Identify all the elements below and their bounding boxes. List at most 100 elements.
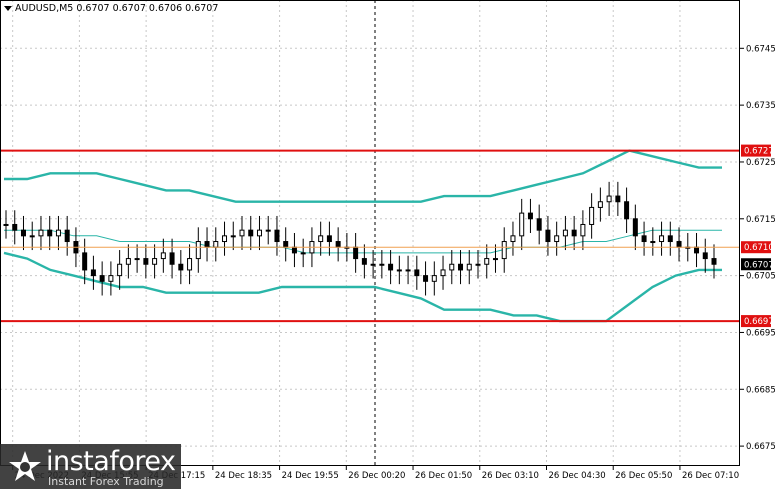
candle-body	[125, 258, 131, 265]
candle-body	[274, 229, 280, 243]
candle-body	[624, 201, 630, 220]
candle-body	[519, 212, 525, 237]
candle-body	[256, 229, 262, 237]
candle-body	[615, 195, 621, 203]
candle-body	[702, 252, 708, 260]
candle-body	[99, 275, 105, 282]
candle-body	[458, 263, 464, 271]
last-price-tag	[741, 258, 771, 271]
x-tick-label: 26 Dec 03:10	[482, 471, 539, 481]
candle-body	[711, 258, 717, 265]
candles	[3, 181, 717, 296]
candle-body	[571, 229, 577, 237]
y-tick-label: 0.6715	[746, 215, 776, 225]
grid	[0, 0, 740, 466]
y-tick-label: 0.6675	[746, 442, 776, 452]
candle-body	[650, 241, 656, 244]
candle-body	[606, 195, 612, 203]
candle-body	[589, 206, 595, 225]
brand-logo-icon	[9, 451, 41, 481]
candle-body	[248, 229, 254, 237]
candle-body	[562, 229, 568, 237]
y-tick-label: 0.6725	[746, 158, 776, 168]
candle-body	[659, 235, 665, 243]
candle-body	[335, 241, 341, 248]
horizontal-levels: 0.6727 0.6697 0.6710 0.6707	[0, 144, 774, 328]
candle-body	[3, 223, 9, 226]
candle-body	[501, 241, 507, 260]
candle-body	[431, 275, 437, 282]
candle-body	[326, 235, 332, 243]
candle-body	[449, 263, 455, 271]
candle-body	[291, 246, 297, 254]
reference-tag	[741, 241, 771, 254]
candle-body	[580, 223, 586, 237]
candle-body	[414, 269, 420, 277]
candle-body	[12, 223, 18, 231]
candle-body	[222, 235, 228, 243]
candle-body	[423, 275, 429, 282]
candle-body	[213, 241, 219, 248]
candle-body	[230, 235, 236, 238]
candle-body	[676, 241, 682, 248]
candle-body	[475, 263, 481, 266]
candle-body	[169, 252, 175, 265]
candle-body	[108, 275, 114, 282]
candle-body	[55, 229, 61, 237]
brand-name: instaforex	[46, 446, 176, 477]
candle-body	[300, 252, 306, 255]
candle-body	[82, 252, 88, 271]
candle-body	[484, 258, 490, 265]
y-tick-label: 0.6695	[746, 328, 776, 338]
x-tick-label: 24 Dec 18:35	[215, 471, 272, 481]
candle-body	[29, 235, 35, 238]
level-tag	[741, 144, 771, 157]
candle-body	[396, 269, 402, 272]
candle-body	[318, 235, 324, 243]
candle-body	[597, 201, 603, 208]
x-tick-label: 26 Dec 07:10	[682, 471, 739, 481]
x-tick-label: 26 Dec 04:30	[548, 471, 605, 481]
y-tick-label: 0.6735	[746, 101, 776, 111]
collapse-triangle-icon[interactable]	[4, 6, 12, 11]
candle-body	[554, 235, 560, 243]
candle-body	[90, 269, 96, 277]
candle-body	[694, 246, 700, 254]
last-price-tag-label: 0.6707	[744, 260, 774, 270]
candle-body	[265, 229, 271, 232]
candle-body	[492, 258, 498, 261]
candle-body	[527, 212, 533, 220]
candle-body	[160, 252, 166, 260]
x-tick-label: 26 Dec 05:50	[615, 471, 672, 481]
reference-tag-label: 0.6710	[744, 243, 774, 253]
candle-body	[152, 258, 158, 265]
candle-body	[667, 235, 673, 243]
level-tag-label: 0.6727	[744, 147, 774, 157]
candle-body	[361, 258, 367, 265]
candle-body	[47, 229, 53, 237]
candle-body	[536, 218, 542, 231]
candle-body	[370, 263, 376, 266]
y-tick-label: 0.6745	[746, 44, 776, 54]
candle-body	[379, 263, 385, 266]
candle-body	[38, 229, 44, 237]
candle-body	[405, 269, 411, 272]
candle-body	[117, 263, 123, 277]
x-tick-label: 26 Dec 01:50	[415, 471, 472, 481]
level-tag	[741, 315, 771, 328]
candle-body	[239, 229, 245, 237]
ohlc-values: 0.6707 0.6707 0.6706 0.6707	[76, 3, 219, 14]
candle-body	[440, 269, 446, 277]
bollinger-middle-line	[4, 229, 722, 254]
candle-body	[510, 235, 516, 243]
chart-header: AUDUSD,M5 0.6707 0.6707 0.6706 0.6707	[4, 3, 218, 14]
bollinger-upper-line	[4, 149, 722, 203]
plot-frame	[0, 0, 740, 466]
watermark: instaforex Instant Forex Trading	[0, 444, 181, 489]
brand-tagline: Instant Forex Trading	[48, 475, 164, 488]
candle-body	[187, 258, 193, 271]
candle-body	[143, 258, 149, 265]
candle-body	[64, 229, 70, 243]
